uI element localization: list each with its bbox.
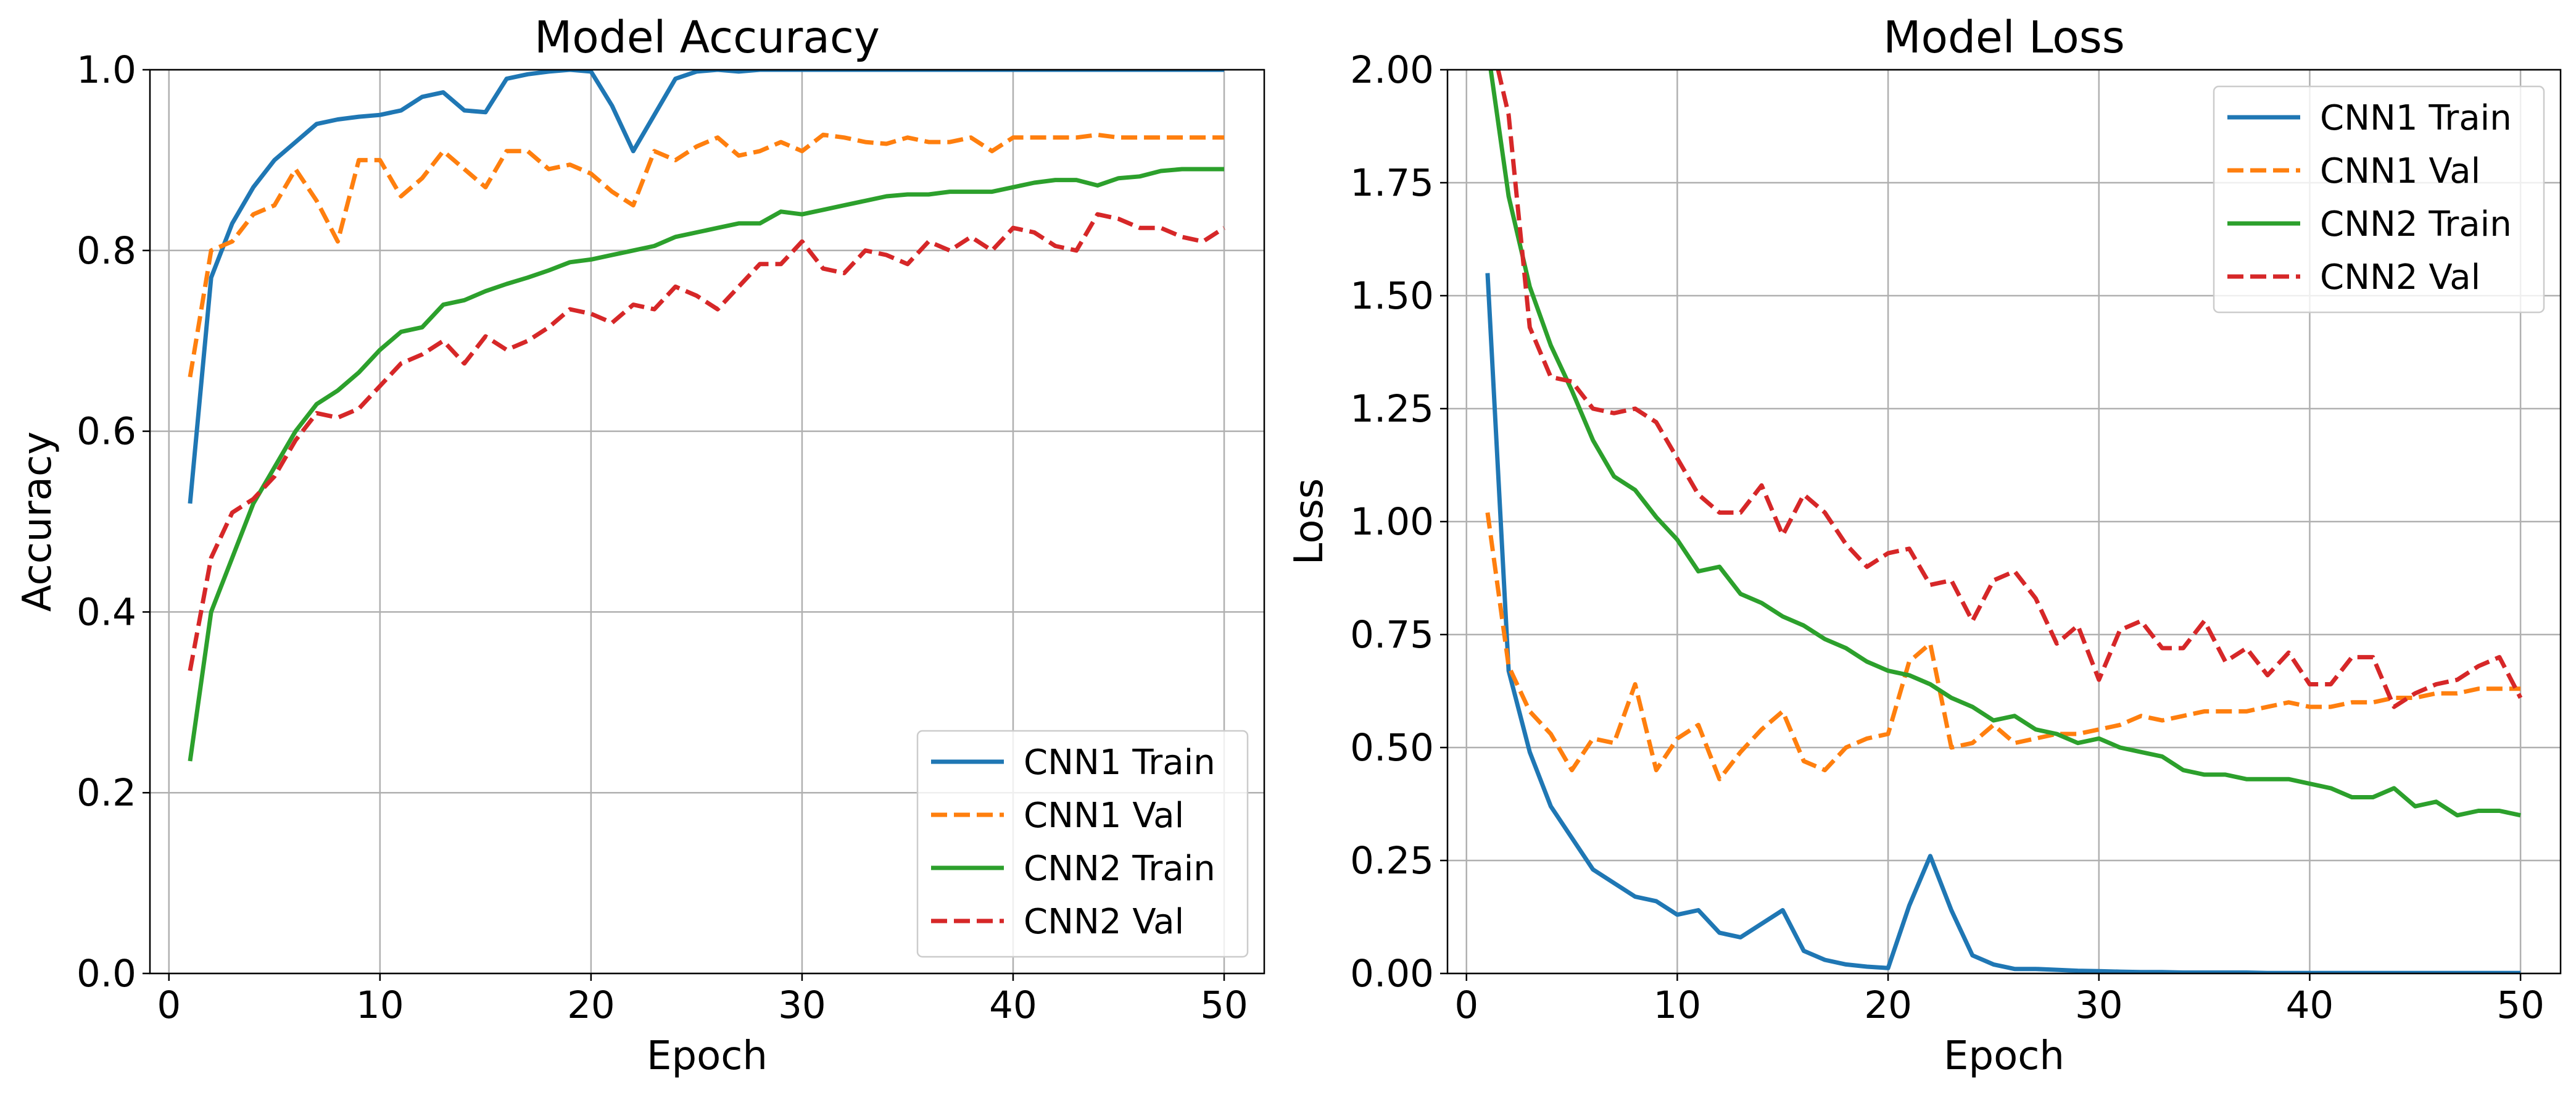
loss-axes-frame: [1446, 69, 2562, 975]
loss-y-ticks: 0.00 0.25 0.50 0.75 1.00 1.25 1.50 1.75 2.00: [1350, 48, 1447, 996]
accuracy-x-axis-label: Epoch: [647, 1033, 768, 1079]
loss-x-ticks: 0 10 20 30 40 50: [1454, 973, 2545, 1027]
accuracy-y-tick-label: 0.2: [77, 771, 136, 815]
loss-y-tick-label: 0.75: [1350, 613, 1434, 657]
loss-series-line-3: [1488, 70, 2521, 818]
accuracy-x-ticks: 0 10 20 30 40 50: [157, 973, 1248, 1027]
accuracy-legend-label: CNN2 Train: [1024, 849, 1216, 889]
loss-x-axis-label: Epoch: [1944, 1033, 2065, 1079]
loss-legend-label: CNN2 Train: [2320, 204, 2512, 244]
loss-legend: CNN1 Train CNN1 Val CNN2 Train CNN2 Val: [2213, 85, 2545, 314]
loss-y-tick-label: 1.50: [1350, 274, 1434, 318]
loss-legend-label: CNN1 Val: [2320, 151, 2480, 191]
accuracy-legend: CNN1 Train CNN1 Val CNN2 Train CNN2 Val: [916, 730, 1249, 958]
loss-x-tick-label: 30: [2075, 983, 2123, 1027]
accuracy-chart-title: Model Accuracy: [534, 12, 880, 63]
loss-x-tick-label: 50: [2496, 983, 2545, 1027]
accuracy-legend-label: CNN1 Val: [1024, 796, 1184, 836]
loss-x-tick-label: 20: [1864, 983, 1912, 1027]
loss-series-line-4: [1496, 70, 2523, 709]
accuracy-y-axis-label: Accuracy: [15, 431, 60, 612]
accuracy-x-tick-label: 50: [1200, 983, 1248, 1027]
loss-series-line-2: [1485, 512, 2521, 781]
accuracy-y-ticks: 0.0 0.2 0.4 0.6 0.8 1.0: [77, 48, 150, 996]
accuracy-axes-frame: [149, 69, 1265, 975]
loss-legend-label: CNN2 Val: [2320, 257, 2480, 298]
accuracy-series-line-4: [188, 212, 1225, 672]
loss-legend-box: [2213, 85, 2545, 314]
loss-x-tick-label: 10: [1654, 983, 1702, 1027]
loss-y-tick-label: 2.00: [1350, 48, 1434, 92]
accuracy-series-line-3: [188, 167, 1224, 762]
accuracy-series-line-1: [188, 70, 1224, 504]
accuracy-legend-box: [916, 730, 1249, 958]
loss-panel: Model Loss 0 10 20 30 40 50 0.00 0.25 0.50 0.75 1…: [1286, 12, 2562, 1079]
loss-x-tick-label: 40: [2286, 983, 2334, 1027]
accuracy-legend-label: CNN1 Train: [1024, 743, 1216, 783]
accuracy-y-tick-label: 0.8: [77, 229, 136, 273]
loss-x-tick-label: 0: [1454, 983, 1478, 1027]
accuracy-series-line-2: [188, 132, 1224, 378]
accuracy-x-tick-label: 20: [567, 983, 615, 1027]
accuracy-y-tick-label: 1.0: [77, 48, 136, 92]
loss-legend-label: CNN1 Train: [2320, 98, 2512, 138]
loss-y-tick-label: 0.25: [1350, 839, 1434, 883]
accuracy-lines: [188, 70, 1225, 762]
loss-y-tick-label: 0.50: [1350, 726, 1434, 770]
accuracy-panel: Model Accuracy 0 10 20 30 40 50 0.00.20.40.60…: [15, 12, 1265, 1079]
accuracy-x-tick-label: 30: [778, 983, 826, 1027]
loss-y-axis-label: Loss: [1286, 478, 1332, 565]
accuracy-y-tick-label: 0.4: [77, 590, 136, 634]
loss-y-tick-label: 0.00: [1350, 952, 1434, 996]
accuracy-x-tick-label: 0: [157, 983, 181, 1027]
accuracy-x-tick-label: 10: [356, 983, 404, 1027]
loss-y-tick-label: 1.25: [1350, 387, 1434, 431]
accuracy-legend-label: CNN2 Val: [1024, 902, 1184, 942]
accuracy-y-tick-label: 0.6: [77, 410, 136, 454]
accuracy-x-tick-label: 40: [989, 983, 1037, 1027]
loss-y-tick-label: 1.75: [1350, 161, 1434, 205]
loss-chart-title: Model Loss: [1883, 12, 2124, 63]
accuracy-y-tick-label: 0.0: [77, 952, 136, 996]
loss-y-tick-label: 1.00: [1350, 500, 1434, 544]
